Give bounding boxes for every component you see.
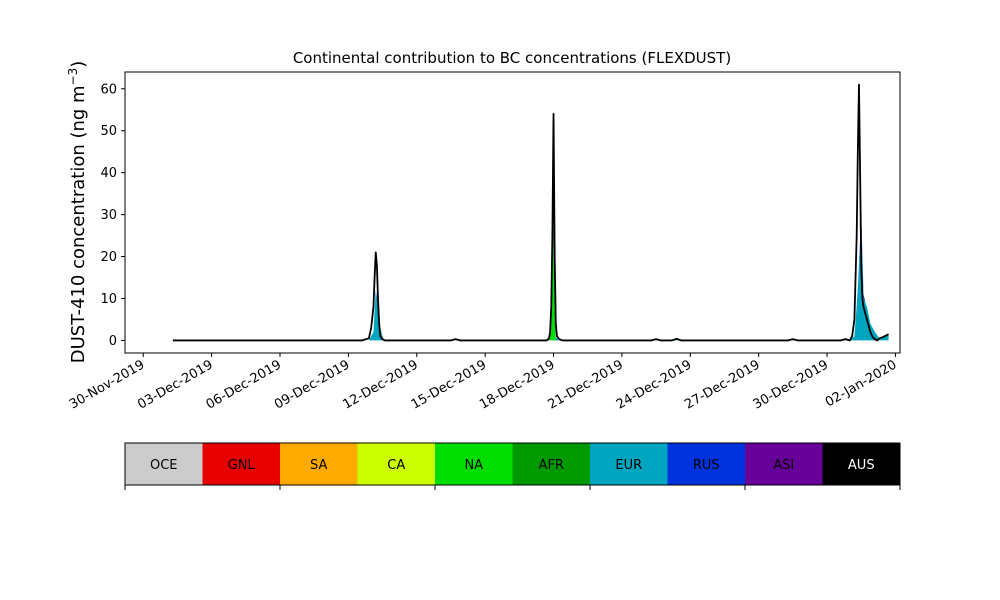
y-axis: 0 10 20 30 40 50 60 [100,82,125,349]
legend-label-rus: RUS [693,458,720,473]
legend-label-asi: ASI [773,458,794,473]
legend-swatch-ca [357,443,436,485]
y-tick-label: 20 [100,250,117,265]
legend-label-afr: AFR [539,458,564,473]
legend-swatch-aus [822,443,901,485]
y-tick-label: 10 [100,292,117,307]
y-tick-label: 0 [109,334,117,349]
total-outline-line [172,83,890,342]
plot-frame [124,71,901,354]
legend-swatch-rus [667,443,746,485]
y-tick-label: 40 [100,166,117,181]
y-tick-label: 50 [100,124,117,139]
legend-swatch-na [435,443,513,485]
y-tick-label: 60 [100,82,117,97]
legend-swatch-eur [590,443,668,485]
legend-colorbar-frame [124,442,901,486]
chart-title: Continental contribution to BC concentra… [293,49,731,67]
y-axis-label-unit: −3 [66,68,80,86]
legend-label-sa: SA [310,458,327,473]
legend-label-ca: CA [387,458,405,473]
y-tick-label: 30 [100,208,117,223]
y-axis-label-main: DUST-410 concentration (ng m [68,85,89,363]
legend-label-na: NA [464,458,483,473]
y-axis-label-close: ) [68,61,89,68]
legend-swatch-sa [280,443,358,485]
legend-label-aus: AUS [848,458,875,473]
outline-layer [172,83,890,342]
legend-colorbar: OCE GNL SA CA NA AFR EUR RUS ASI AUS [124,442,901,490]
legend-label-eur: EUR [615,458,642,473]
legend-label-oce: OCE [150,458,178,473]
legend-swatch-asi [745,443,823,485]
legend-swatch-oce [125,443,203,485]
legend-label-gnl: GNL [228,458,256,473]
y-axis-label: DUST-410 concentration (ng m−3) [66,61,89,364]
legend-swatch-gnl [202,443,281,485]
legend-swatch-afr [512,443,591,485]
